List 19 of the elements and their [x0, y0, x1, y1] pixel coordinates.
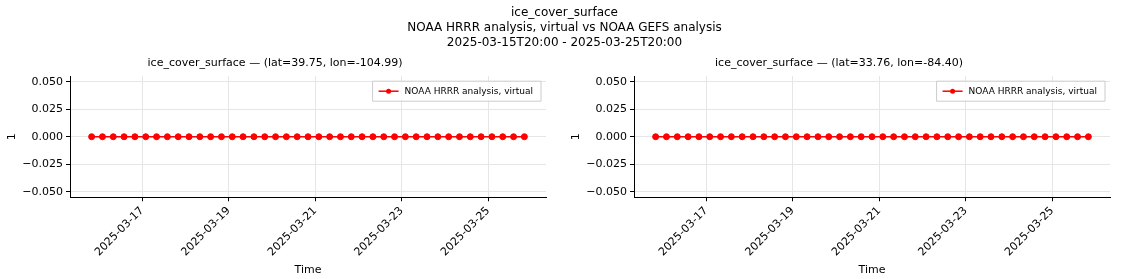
y-tick-label: −0.050: [586, 184, 627, 198]
y-tick-label: −0.025: [22, 157, 63, 171]
chart-subtitle: ice_cover_surface — (lat=39.75, lon=-104.99): [147, 56, 403, 70]
y-tick-label: −0.050: [22, 184, 63, 198]
y-tick-label: 0.000: [595, 129, 627, 143]
y-axis-title: 1: [5, 133, 19, 141]
x-axis-title: Time: [857, 263, 886, 277]
y-axis-title: 1: [569, 133, 583, 141]
legend-label: NOAA HRRR analysis, virtual: [404, 85, 534, 96]
chart-subtitle: ice_cover_surface — (lat=33.76, lon=-84.40): [715, 56, 963, 70]
y-tick-label: −0.025: [586, 157, 627, 171]
x-axis-title: Time: [293, 263, 322, 277]
y-tick-label: 0.050: [595, 74, 627, 88]
legend-label: NOAA HRRR analysis, virtual: [968, 85, 1098, 96]
y-tick-label: 0.050: [31, 74, 63, 88]
y-tick-label: 0.000: [31, 129, 63, 143]
chart-title: ice_cover_surface NOAA HRRR analysis, virtual vs NOAA GEFS analysis 2025-03-15T20:00 - 2025-03-25T20:00: [406, 5, 723, 50]
y-tick-label: 0.025: [595, 102, 627, 116]
y-tick-label: 0.025: [31, 102, 63, 116]
